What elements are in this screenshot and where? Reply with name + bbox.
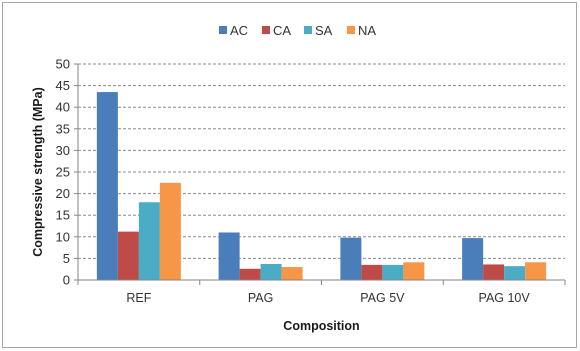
x-axis-categories: REF PAG PAG 5V PAG 10V bbox=[126, 291, 530, 305]
y-tick-label: 40 bbox=[56, 100, 70, 115]
axes bbox=[77, 64, 566, 285]
legend: AC CA SA NA bbox=[219, 23, 376, 38]
legend-swatch-sa bbox=[304, 26, 312, 34]
y-axis-ticks: 0 5 10 15 20 25 30 35 40 45 50 bbox=[56, 57, 78, 288]
bar-na-pag-5v bbox=[403, 262, 425, 280]
y-tick-label: 10 bbox=[56, 229, 70, 244]
y-tick-label: 25 bbox=[56, 165, 70, 180]
bar-na-ref bbox=[159, 182, 181, 280]
bar-sa-pag-5v bbox=[382, 264, 404, 280]
legend-swatch-na bbox=[347, 26, 355, 34]
legend-label-na: NA bbox=[358, 23, 376, 38]
bar-sa-pag bbox=[260, 264, 282, 280]
bars bbox=[96, 92, 547, 280]
y-tick-label: 5 bbox=[63, 251, 70, 266]
legend-label-ca: CA bbox=[273, 23, 291, 38]
y-tick-label: 15 bbox=[56, 208, 70, 223]
x-axis-title: Composition bbox=[283, 319, 359, 333]
x-category-label: REF bbox=[126, 291, 151, 305]
y-axis-title: Compressive strength (MPa) bbox=[31, 87, 45, 256]
y-tick-label: 0 bbox=[63, 273, 70, 288]
bar-ca-pag-10v bbox=[483, 264, 505, 280]
x-category-label: PAG bbox=[248, 291, 273, 305]
x-category-label: PAG 10V bbox=[479, 291, 531, 305]
bar-na-pag bbox=[281, 267, 303, 280]
legend-swatch-ca bbox=[262, 26, 270, 34]
y-tick-label: 20 bbox=[56, 186, 70, 201]
y-tick-label: 30 bbox=[56, 143, 70, 158]
legend-label-sa: SA bbox=[315, 23, 333, 38]
bar-ca-pag-5v bbox=[361, 264, 383, 280]
bar-ac-pag-5v bbox=[340, 237, 362, 280]
bar-ca-ref bbox=[117, 231, 139, 280]
bar-ac-ref bbox=[96, 92, 118, 280]
y-tick-label: 50 bbox=[56, 57, 70, 72]
bar-ac-pag bbox=[218, 232, 240, 280]
bar-sa-pag-10v bbox=[504, 266, 526, 280]
x-category-label: PAG 5V bbox=[360, 291, 405, 305]
y-tick-label: 35 bbox=[56, 121, 70, 136]
bar-ac-pag-10v bbox=[462, 238, 484, 280]
legend-label-ac: AC bbox=[230, 23, 248, 38]
bar-na-pag-10v bbox=[525, 262, 547, 280]
bar-ca-pag bbox=[239, 268, 261, 280]
bar-sa-ref bbox=[138, 202, 160, 280]
y-tick-label: 45 bbox=[56, 78, 70, 93]
legend-swatch-ac bbox=[219, 26, 227, 34]
